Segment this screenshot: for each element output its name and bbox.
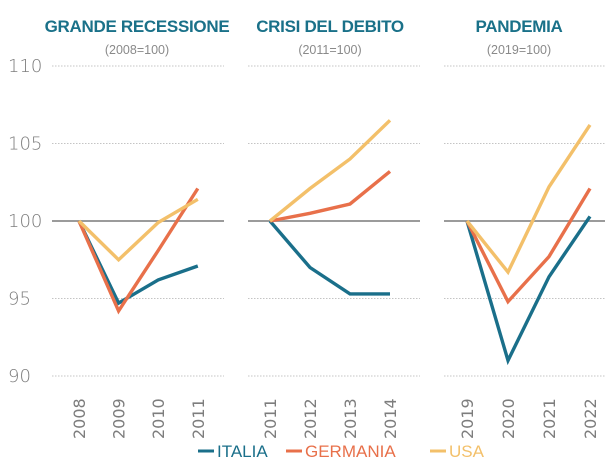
series-line-italia [465, 215, 592, 366]
y-tick-label: 90 [8, 366, 31, 387]
y-tick-label: 95 [8, 289, 31, 310]
panel-2: PANDEMIA (2019=100) 2019 2020 2021 2022 [444, 17, 605, 439]
series-line-usa [77, 197, 199, 263]
x-tick-label: 2019 [458, 398, 477, 439]
y-tick-label: 110 [8, 56, 42, 77]
series-line-germania [465, 187, 592, 305]
panel-subtitle: (2019=100) [487, 43, 551, 57]
y-tick-label: 105 [8, 134, 42, 155]
x-tick-label: 2020 [499, 398, 518, 439]
series-line-usa [465, 123, 592, 276]
legend-label: GERMANIA [305, 442, 396, 461]
x-tick-label: 2011 [189, 398, 208, 439]
series-line-italia [268, 219, 390, 296]
x-tick-label: 2012 [301, 398, 320, 439]
panel-subtitle: (2008=100) [105, 43, 169, 57]
x-tick-label: 2010 [149, 398, 168, 439]
legend-label: USA [449, 442, 485, 461]
x-tick-label: 2022 [581, 398, 600, 439]
x-tick-label: 2021 [540, 398, 559, 439]
x-tick-label: 2013 [341, 398, 360, 439]
y-tick-label: 100 [8, 211, 42, 232]
chart-panels: GRANDE RECESSIONE (2008=100) 2008 2009 2010 2… [45, 17, 605, 439]
legend: ITALIA GERMANIA USA [198, 442, 485, 461]
legend-label: ITALIA [217, 442, 268, 461]
series-line-usa [268, 119, 392, 223]
series-line-germania [269, 170, 392, 223]
x-tick-label: 2014 [381, 398, 400, 439]
x-tick-label: 2009 [110, 398, 129, 439]
panel-title: CRISI DEL DEBITO [256, 17, 404, 36]
x-tick-label: 2011 [261, 398, 280, 439]
legend-item-germania: GERMANIA [286, 442, 396, 461]
panel-0: GRANDE RECESSIONE (2008=100) 2008 2009 2010 2… [45, 17, 230, 439]
panel-subtitle: (2011=100) [298, 43, 361, 57]
panel-1: CRISI DEL DEBITO (2011=100) 2011 2012 2013 20… [248, 17, 420, 439]
legend-item-usa: USA [430, 442, 485, 461]
series-line-germania [77, 187, 200, 315]
legend-item-italia: ITALIA [198, 442, 268, 461]
panel-title: GRANDE RECESSIONE [45, 17, 230, 36]
panel-title: PANDEMIA [475, 17, 562, 36]
y-axis-ticks: 110 105 100 95 90 [8, 56, 42, 387]
x-tick-label: 2008 [70, 398, 89, 439]
